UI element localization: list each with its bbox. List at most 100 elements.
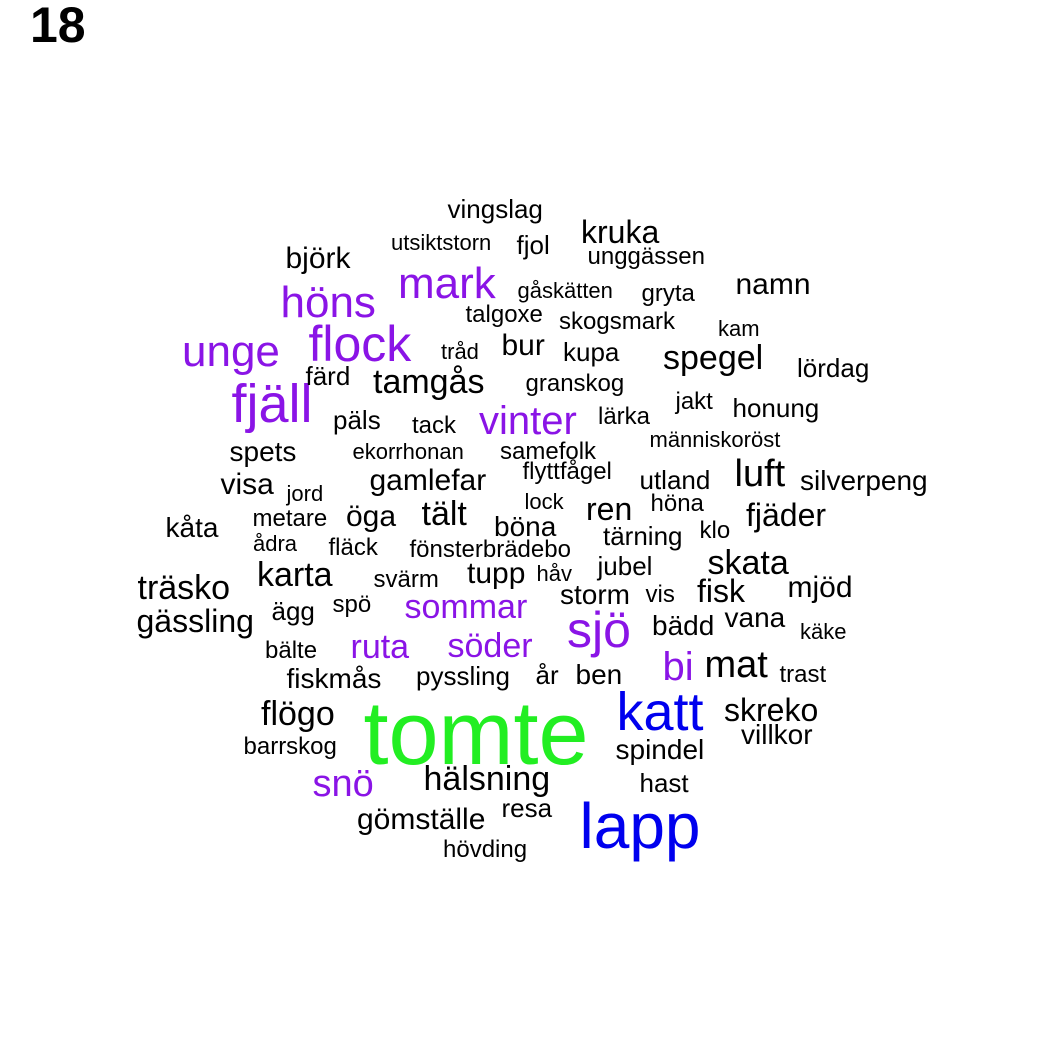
word-cloud-word: söder	[447, 627, 533, 665]
word-cloud-word: jubel	[597, 551, 653, 581]
word-cloud-word: människoröst	[649, 427, 781, 452]
word-cloud-word: tack	[412, 412, 457, 439]
word-cloud-word: tomte	[363, 684, 589, 784]
word-cloud-word: böna	[494, 511, 557, 542]
word-cloud-word: mat	[704, 644, 768, 686]
word-cloud-word: fläck	[328, 534, 378, 561]
word-cloud-word: spegel	[663, 339, 764, 377]
word-cloud-word: storm	[560, 579, 630, 610]
word-cloud-word: jord	[286, 481, 324, 506]
word-cloud-word: snö	[312, 763, 374, 805]
word-cloud-word: gömställe	[357, 803, 486, 836]
word-cloud-word: fönsterbrädebo	[409, 536, 571, 563]
word-cloud-word: bi	[662, 645, 694, 689]
word-cloud-word: gamlefar	[369, 464, 487, 497]
word-cloud-word: gryta	[641, 280, 695, 307]
word-cloud-word: fiskmås	[286, 663, 382, 694]
word-cloud-word: resa	[501, 793, 553, 823]
word-cloud-word: honung	[732, 393, 820, 423]
word-cloud-word: kupa	[563, 337, 620, 367]
word-cloud-word: ren	[586, 491, 633, 527]
panel-number-label: 18	[30, 0, 86, 53]
word-cloud-word: katt	[616, 682, 704, 742]
word-cloud-word: flögo	[261, 695, 335, 733]
word-cloud-word: utland	[639, 465, 711, 495]
word-cloud-word: klo	[699, 517, 731, 544]
word-cloud-word: flock	[308, 316, 412, 372]
word-cloud-word: vingslag	[447, 194, 543, 224]
word-cloud-word: tält	[421, 495, 467, 533]
word-cloud-word: vinter	[479, 399, 577, 443]
word-cloud-word: metare	[252, 505, 328, 532]
word-cloud-word: tamgås	[373, 363, 485, 401]
word-cloud-word: lapp	[579, 790, 701, 862]
word-cloud-word: namn	[735, 268, 811, 301]
word-cloud-word: tupp	[467, 557, 526, 590]
word-cloud-word: visa	[220, 468, 274, 501]
word-cloud-word: år	[535, 660, 559, 690]
word-cloud-word: fjol	[516, 230, 550, 260]
word-cloud-word: öga	[346, 500, 397, 533]
word-cloud-word: höns	[280, 278, 376, 327]
word-cloud-word: ruta	[350, 628, 410, 666]
word-cloud-word: kam	[718, 316, 760, 341]
word-cloud-word: samefolk	[500, 438, 597, 465]
word-cloud-word: mark	[398, 259, 496, 308]
word-cloud-word: tärning	[603, 521, 683, 551]
word-cloud-word: björk	[285, 242, 351, 275]
word-cloud-word: bälte	[265, 637, 318, 664]
word-cloud-word: unge	[182, 327, 280, 376]
word-cloud-word: unggässen	[587, 243, 705, 270]
word-cloud-word: pyssling	[416, 661, 510, 691]
word-cloud-word: luft	[734, 453, 786, 495]
word-cloud-word: talgoxe	[465, 301, 543, 328]
word-cloud-word: skata	[707, 544, 789, 582]
word-cloud-word: gässling	[136, 603, 254, 639]
word-cloud-word: mjöd	[787, 571, 853, 604]
word-cloud-word: trast	[779, 661, 827, 688]
word-cloud-word: fisk	[697, 573, 745, 609]
word-cloud-word: vis	[645, 581, 675, 608]
word-cloud-word: ekorrhonan	[352, 439, 464, 464]
word-cloud-word: svärm	[373, 566, 439, 593]
word-cloud-word: barrskog	[243, 733, 337, 760]
word-cloud-word: spindel	[615, 734, 705, 765]
word-cloud-word: bur	[501, 329, 545, 362]
word-cloud-word: fjäder	[746, 497, 827, 533]
word-cloud-word: villkor	[741, 719, 813, 750]
word-cloud-word: tråd	[441, 339, 479, 364]
word-cloud-word: sjö	[567, 602, 631, 658]
word-cloud-word: jakt	[675, 388, 713, 415]
word-cloud-word: skreko	[724, 692, 819, 728]
word-cloud-word: hast	[639, 768, 689, 798]
word-cloud-word: gåskätten	[517, 278, 613, 303]
word-cloud-word: karta	[257, 556, 333, 594]
word-cloud-word: fjäll	[231, 374, 313, 434]
word-cloud-word: granskog	[525, 370, 625, 397]
word-cloud-word: färd	[305, 361, 351, 391]
word-cloud-word: lördag	[797, 353, 870, 383]
word-cloud-word: ådra	[253, 531, 298, 556]
word-cloud-word: höna	[650, 490, 704, 517]
word-cloud-word: flyttfågel	[522, 458, 612, 485]
word-cloud-word: ägg	[271, 596, 315, 626]
word-cloud-word: träsko	[137, 569, 231, 607]
word-cloud-word: kåta	[165, 512, 219, 543]
word-cloud-word: kruka	[581, 214, 660, 250]
word-cloud-word: käke	[800, 619, 847, 644]
word-cloud-word: hövding	[443, 836, 528, 863]
word-cloud-word: lock	[524, 489, 564, 514]
word-cloud-word: bädd	[652, 610, 715, 641]
word-cloud-word: spets	[229, 436, 297, 467]
word-cloud-word: spö	[332, 591, 372, 618]
word-cloud-word: ben	[575, 659, 623, 690]
word-cloud-word: silverpeng	[800, 465, 928, 496]
word-cloud-word: hälsning	[423, 760, 551, 798]
word-cloud-word: päls	[333, 405, 381, 435]
word-cloud-word: sommar	[404, 588, 528, 626]
word-cloud-word: skogsmark	[559, 308, 676, 335]
word-cloud-word: vana	[724, 602, 786, 633]
word-cloud-word: utsiktstorn	[391, 230, 492, 255]
word-cloud-word: håv	[536, 561, 572, 586]
